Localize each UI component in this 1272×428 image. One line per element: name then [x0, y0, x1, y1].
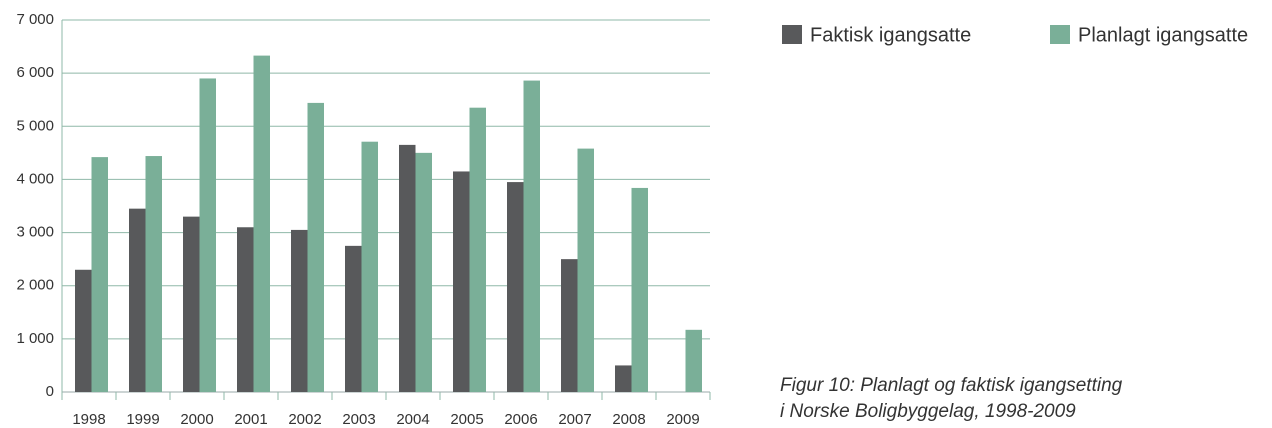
x-tick-label: 2009	[666, 411, 699, 428]
caption: Figur 10: Planlagt og faktisk igangsetti…	[780, 375, 1123, 396]
bar	[469, 107, 486, 392]
y-tick-label: 4 000	[16, 170, 54, 187]
x-tick-label: 2008	[612, 411, 645, 428]
bar	[183, 216, 200, 392]
caption: i Norske Boligbyggelag, 1998-2009	[780, 401, 1076, 422]
bar	[615, 365, 632, 392]
bar	[307, 102, 324, 392]
y-tick-label: 6 000	[16, 64, 54, 81]
bar	[507, 182, 524, 392]
y-tick-label: 5 000	[16, 117, 54, 134]
legend-swatch	[1050, 25, 1070, 44]
bar	[253, 55, 270, 392]
bar	[631, 187, 648, 392]
x-tick-label: 2004	[396, 411, 429, 428]
x-tick-label: 2003	[342, 411, 375, 428]
x-tick-label: 2000	[180, 411, 213, 428]
bar	[361, 141, 378, 392]
y-tick-label: 7 000	[16, 11, 54, 28]
bar	[129, 208, 146, 392]
x-tick-label: 1999	[126, 411, 159, 428]
x-tick-label: 2006	[504, 411, 537, 428]
x-tick-label: 2002	[288, 411, 321, 428]
x-tick-label: 2001	[234, 411, 267, 428]
y-tick-label: 2 000	[16, 277, 54, 294]
legend-label: Planlagt igangsatte	[1078, 24, 1248, 46]
bar	[75, 269, 92, 392]
x-tick-label: 1998	[72, 411, 105, 428]
x-tick-label: 2007	[558, 411, 591, 428]
legend-label: Faktisk igangsatte	[810, 24, 971, 46]
bar	[523, 80, 540, 392]
bar	[415, 152, 432, 392]
bar	[345, 245, 362, 392]
x-tick-label: 2005	[450, 411, 483, 428]
bar	[237, 227, 254, 392]
bar	[145, 156, 162, 392]
y-tick-label: 1 000	[16, 330, 54, 347]
bar	[685, 329, 702, 392]
legend-swatch	[782, 25, 802, 44]
y-tick-label: 0	[46, 383, 54, 400]
bar	[561, 259, 578, 392]
bar	[91, 157, 108, 392]
bar	[577, 148, 594, 392]
bar	[453, 171, 470, 392]
bar	[291, 229, 308, 392]
y-tick-label: 3 000	[16, 224, 54, 241]
bar	[199, 78, 216, 392]
bar	[399, 144, 416, 392]
